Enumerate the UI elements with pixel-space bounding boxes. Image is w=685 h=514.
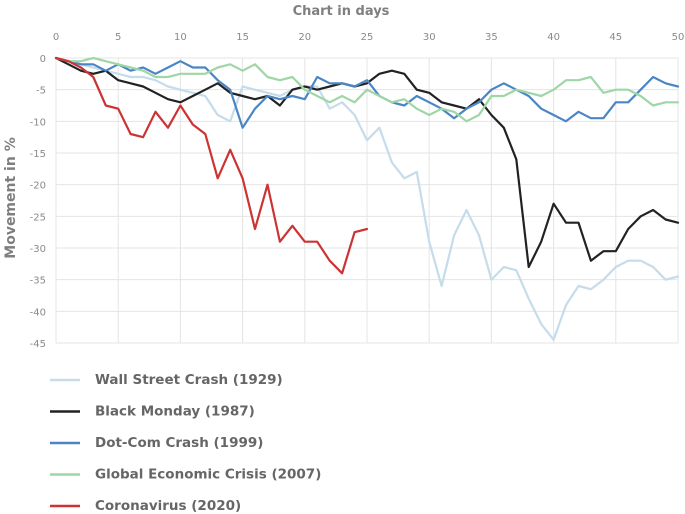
x-tick-label: 50: [672, 32, 685, 43]
x-tick-label: 10: [174, 32, 187, 43]
y-tick-label: -20: [30, 181, 46, 192]
legend-entry: Dot-Com Crash (1999): [95, 435, 263, 451]
series-line-0: [54, 56, 680, 341]
x-tick-label: 20: [298, 32, 311, 43]
y-tick-label: -15: [30, 149, 46, 160]
series-lines: [54, 56, 680, 341]
x-tick-label: 25: [361, 32, 374, 43]
legend-entry: Black Monday (1987): [95, 404, 255, 420]
series-line-3: [54, 56, 680, 123]
y-tick-label: -45: [30, 339, 46, 350]
x-tick-label: 15: [236, 32, 249, 43]
x-tick-label: 40: [547, 32, 560, 43]
grid: [55, 57, 679, 344]
legend: Wall Street Crash (1929) Black Monday (19…: [50, 372, 321, 514]
x-axis-ticks: 0 5 10 15 20 25 30 35 40 45 50: [53, 32, 685, 43]
x-tick-label: 0: [53, 32, 59, 43]
y-tick-label: -25: [30, 212, 46, 223]
y-axis-label: Movement in %: [3, 137, 19, 258]
chart-title: Chart in days: [293, 4, 390, 19]
series-line-4: [54, 56, 369, 275]
series-line-2: [54, 56, 680, 129]
y-tick-label: -35: [30, 276, 46, 287]
y-tick-label: 0: [40, 54, 46, 65]
legend-entry: Wall Street Crash (1929): [95, 372, 283, 388]
legend-entry: Global Economic Crisis (2007): [95, 467, 321, 483]
y-tick-label: -5: [36, 86, 46, 97]
series-line-1: [54, 56, 680, 269]
y-axis-ticks: 0 -5 -10 -15 -20 -25 -30 -35 -40 -45: [30, 54, 46, 350]
y-tick-label: -40: [30, 307, 46, 318]
x-tick-label: 30: [423, 32, 436, 43]
x-tick-label: 5: [115, 32, 121, 43]
y-tick-label: -10: [30, 117, 46, 128]
x-tick-label: 35: [485, 32, 498, 43]
x-tick-label: 45: [609, 32, 622, 43]
legend-entry: Coronavirus (2020): [95, 498, 241, 514]
y-tick-label: -30: [30, 244, 46, 255]
